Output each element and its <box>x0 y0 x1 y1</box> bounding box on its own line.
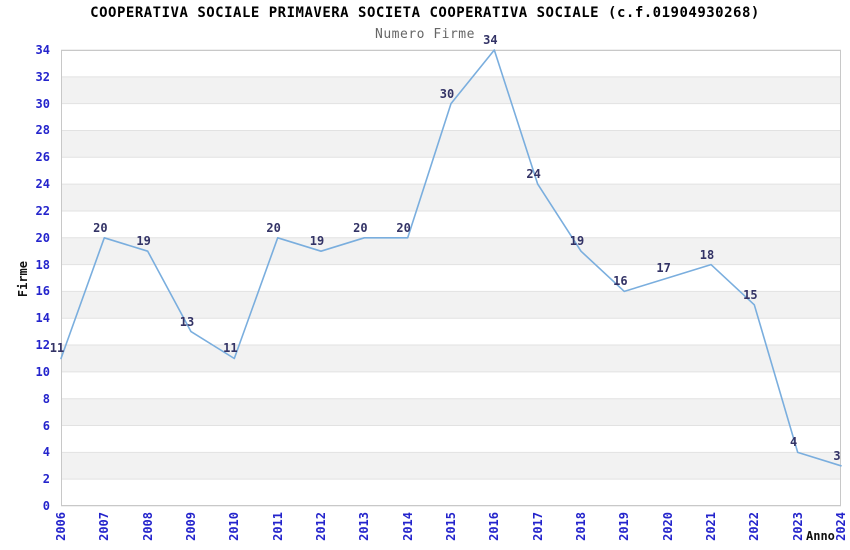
plot-border <box>61 50 841 506</box>
data-point-label: 20 <box>396 220 411 235</box>
x-tick-label: 2010 <box>227 512 242 541</box>
chart-subtitle: Numero Firme <box>375 27 475 42</box>
x-tick-label: 2007 <box>97 512 112 541</box>
data-point-label: 15 <box>743 287 758 302</box>
data-point-label: 4 <box>790 435 798 450</box>
chart-title: COOPERATIVA SOCIALE PRIMAVERA SOCIETA CO… <box>90 5 760 21</box>
y-tick-label: 30 <box>35 96 50 111</box>
x-tick-label: 2011 <box>270 512 285 541</box>
y-tick-label: 18 <box>35 257 50 272</box>
plot-band <box>61 130 841 158</box>
x-tick-label: 2009 <box>184 512 198 541</box>
y-tick-label: 24 <box>35 177 50 192</box>
y-tick-label: 4 <box>42 445 50 460</box>
x-tick-label: 2019 <box>617 512 632 541</box>
plot-band <box>61 452 841 480</box>
data-point-label: 17 <box>656 261 671 275</box>
series-line <box>60 49 842 467</box>
data-point-label: 13 <box>179 314 195 329</box>
y-tick-label: 32 <box>35 69 50 84</box>
x-tick-label: 2012 <box>314 512 328 541</box>
data-point-label: 19 <box>309 234 325 249</box>
y-tick-label: 26 <box>35 150 50 165</box>
x-tick-label: 2017 <box>530 512 545 541</box>
x-tick-label: 2021 <box>704 512 718 541</box>
plot-band <box>61 237 841 265</box>
x-tick-label: 2020 <box>660 512 675 541</box>
y-tick-label: 22 <box>35 203 50 218</box>
y-tick-label: 6 <box>42 418 50 433</box>
data-point-label: 30 <box>439 86 455 101</box>
plot-band <box>61 345 841 372</box>
y-tick-label: 8 <box>42 391 50 406</box>
plot-band <box>61 184 841 211</box>
x-tick-label: 2008 <box>140 512 155 541</box>
x-tick-label: 2018 <box>574 512 588 541</box>
data-point-label: 11 <box>49 341 65 356</box>
y-tick-label: 0 <box>42 499 50 513</box>
x-tick-label: 2024 <box>834 512 848 541</box>
data-point-label: 20 <box>353 220 368 235</box>
y-tick-label: 20 <box>35 230 50 245</box>
y-tick-label: 28 <box>35 123 50 138</box>
y-tick-label: 2 <box>42 472 50 487</box>
data-point-label: 3 <box>833 448 841 463</box>
x-axis-title: Anno <box>806 529 835 543</box>
x-tick-label: 2013 <box>357 512 372 541</box>
y-tick-label: 14 <box>35 311 50 326</box>
x-tick-label: 2016 <box>487 512 502 541</box>
x-tick-label: 2015 <box>444 512 458 541</box>
data-point-label: 20 <box>93 220 108 235</box>
y-tick-label: 16 <box>35 284 50 299</box>
data-point-label: 16 <box>613 274 628 289</box>
x-tick-label: 2014 <box>400 512 415 541</box>
x-tick-label: 2006 <box>54 512 68 541</box>
plot-band <box>61 291 841 319</box>
y-axis-title: Firme <box>16 261 30 298</box>
y-tick-label: 12 <box>35 338 50 353</box>
data-point-label: 19 <box>136 234 151 249</box>
x-tick-label: 2022 <box>747 512 762 541</box>
y-tick-label: 34 <box>35 43 50 57</box>
data-point-label: 20 <box>266 220 281 235</box>
data-point-label: 34 <box>483 33 498 47</box>
plot-band <box>61 398 841 426</box>
data-point-label: 24 <box>526 167 541 182</box>
data-point-label: 19 <box>569 234 585 249</box>
plot-band <box>61 76 841 104</box>
data-point-label: 11 <box>223 341 238 356</box>
x-tick-label: 2023 <box>790 512 805 541</box>
y-tick-label: 10 <box>35 364 50 379</box>
data-point-label: 18 <box>699 247 715 262</box>
